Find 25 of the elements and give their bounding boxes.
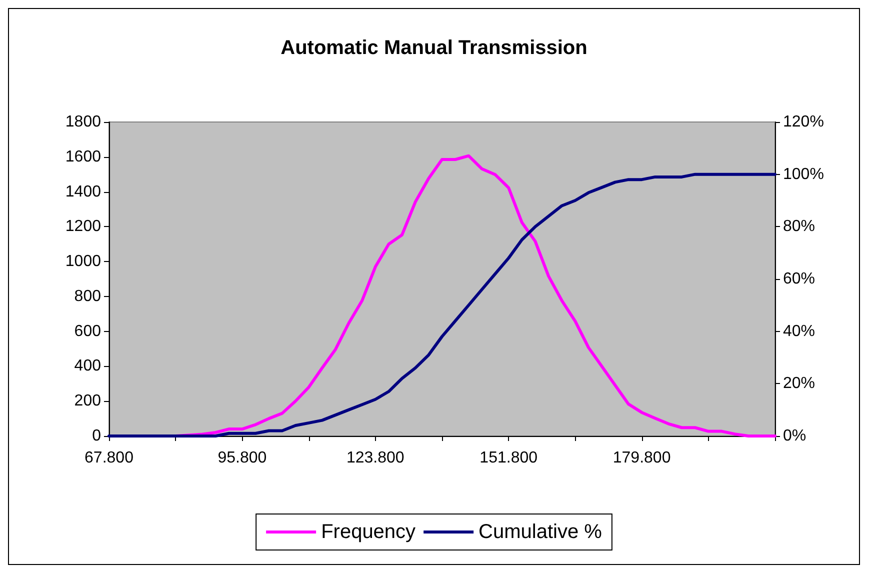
y2-tick-label: 0% (783, 428, 806, 444)
x-tick-label: 151.800 (480, 450, 538, 466)
y-tick-label: 1800 (65, 114, 102, 130)
y-tick-label: 1600 (65, 148, 102, 166)
y-tick-label: 1400 (65, 183, 102, 200)
y-tick-label: 0 (92, 428, 102, 444)
x-tick-label: 179.800 (612, 450, 671, 466)
y2-tick-label: 60% (783, 270, 816, 288)
y2-tick-label: 80% (783, 218, 816, 236)
y-tick-label: 400 (74, 358, 102, 375)
legend-label: Frequency (321, 521, 416, 543)
y2-tick-label: 120% (783, 114, 824, 130)
chart-title: Automatic Manual Transmission (280, 37, 588, 59)
y2-tick-label: 100% (783, 166, 824, 183)
x-tick-label: 123.800 (346, 450, 404, 466)
y-tick-label: 800 (74, 288, 102, 305)
y2-tick-label: 20% (783, 375, 816, 392)
y-tick-label: 1000 (65, 253, 102, 270)
y-tick-label: 200 (74, 392, 102, 410)
x-tick-label: 95.800 (218, 450, 267, 466)
y-tick-label: 1200 (65, 218, 102, 236)
y2-tick-label: 40% (783, 322, 816, 340)
y-tick-label: 600 (74, 322, 102, 340)
x-tick-label: 67.800 (84, 450, 134, 466)
legend-label: Cumulative % (478, 521, 602, 543)
